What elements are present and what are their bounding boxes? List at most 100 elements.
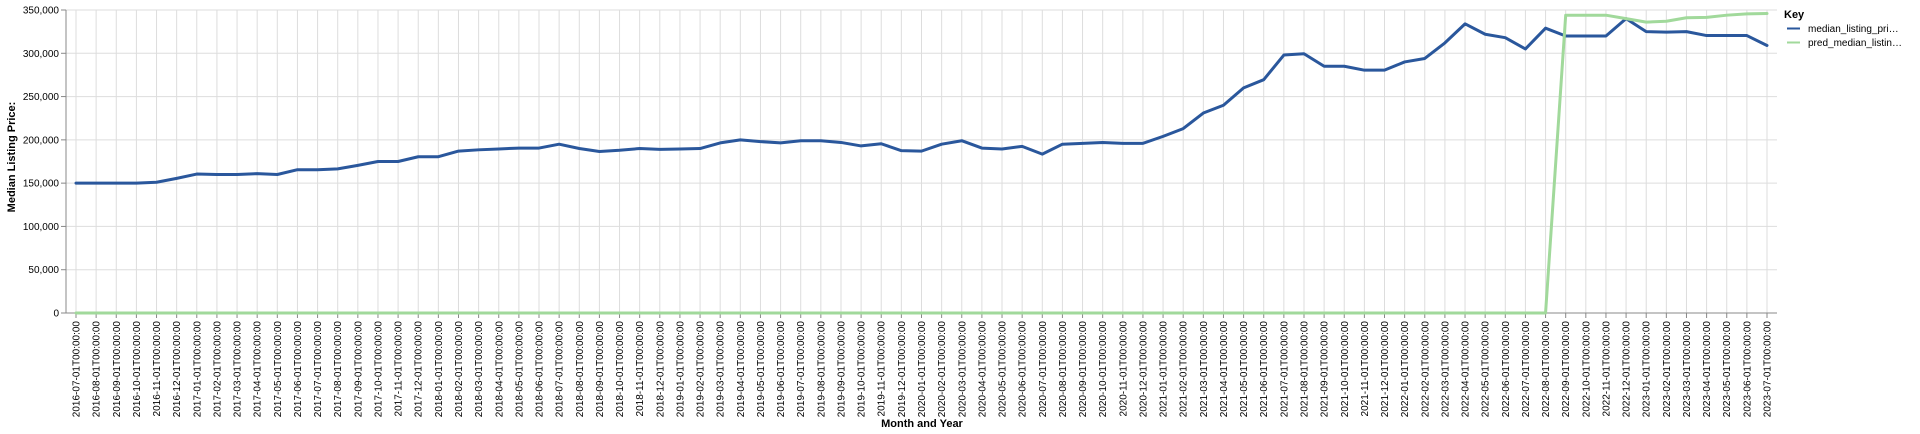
- x-tick-label: 2018-05-01T00:00:00: [514, 321, 525, 418]
- x-tick-label: 2019-08-01T00:00:00: [816, 321, 827, 418]
- x-tick-label: 2023-04-01T00:00:00: [1702, 321, 1713, 418]
- x-tick-label: 2020-06-01T00:00:00: [1018, 321, 1029, 418]
- x-tick-label: 2018-08-01T00:00:00: [575, 321, 586, 418]
- x-tick-label: 2018-10-01T00:00:00: [615, 321, 626, 418]
- legend-label: median_listing_pri…: [1808, 24, 1899, 35]
- x-tick-label: 2017-03-01T00:00:00: [233, 321, 244, 418]
- x-tick-label: 2021-09-01T00:00:00: [1320, 321, 1331, 418]
- x-tick-label: 2017-07-01T00:00:00: [313, 321, 324, 418]
- x-tick-label: 2020-09-01T00:00:00: [1078, 321, 1089, 418]
- x-tick-label: 2019-12-01T00:00:00: [897, 321, 908, 418]
- legend: Key median_listing_pri… pred_median_listi…: [1784, 9, 1902, 49]
- x-tick-label: 2018-02-01T00:00:00: [454, 321, 465, 418]
- x-tick-label: 2021-12-01T00:00:00: [1380, 321, 1391, 418]
- x-axis-title: Month and Year: [881, 418, 963, 430]
- series-line-1: [74, 11, 1769, 315]
- series-lines: [74, 11, 1769, 315]
- x-tick-label: 2020-03-01T00:00:00: [957, 321, 968, 418]
- y-tick-label: 300,000: [23, 49, 60, 60]
- x-tick-label: 2023-01-01T00:00:00: [1642, 321, 1653, 418]
- x-tick-label: 2017-06-01T00:00:00: [293, 321, 304, 418]
- x-tick-label: 2023-06-01T00:00:00: [1742, 321, 1753, 418]
- y-tick-label: 100,000: [23, 222, 60, 233]
- x-tick-label: 2020-05-01T00:00:00: [998, 321, 1009, 418]
- x-tick-label: 2019-03-01T00:00:00: [716, 321, 727, 418]
- y-tick-label: 200,000: [23, 135, 60, 146]
- x-tick-label: 2018-11-01T00:00:00: [635, 321, 646, 417]
- x-tick-label: 2021-04-01T00:00:00: [1219, 321, 1230, 418]
- x-tick-label: 2020-12-01T00:00:00: [1138, 321, 1149, 418]
- x-tick-label: 2022-11-01T00:00:00: [1601, 321, 1612, 417]
- x-tick-label: 2020-01-01T00:00:00: [917, 321, 928, 418]
- x-tick-label: 2022-09-01T00:00:00: [1561, 321, 1572, 418]
- x-tick-label: 2021-01-01T00:00:00: [1159, 321, 1170, 418]
- x-tick-label: 2022-10-01T00:00:00: [1581, 321, 1592, 418]
- x-tick-label: 2016-07-01T00:00:00: [72, 321, 83, 418]
- x-tick-label: 2021-03-01T00:00:00: [1199, 321, 1210, 418]
- x-tick-label: 2020-10-01T00:00:00: [1098, 321, 1109, 418]
- x-tick-label: 2019-11-01T00:00:00: [877, 321, 888, 417]
- x-tick-label: 2019-01-01T00:00:00: [675, 321, 686, 418]
- x-tick-label: 2023-03-01T00:00:00: [1682, 321, 1693, 418]
- x-tick-label: 2022-08-01T00:00:00: [1541, 321, 1552, 418]
- x-tick-label: 2020-02-01T00:00:00: [937, 321, 948, 418]
- y-tick-label: 250,000: [23, 92, 60, 103]
- gridlines: [66, 9, 1777, 314]
- x-tick-label: 2017-09-01T00:00:00: [353, 321, 364, 418]
- x-tick-label: 2017-11-01T00:00:00: [394, 321, 405, 417]
- x-tick-label: 2019-10-01T00:00:00: [857, 321, 868, 418]
- x-tick-label: 2022-03-01T00:00:00: [1440, 321, 1451, 418]
- x-tick-label: 2016-11-01T00:00:00: [152, 321, 163, 417]
- x-tick-label: 2019-04-01T00:00:00: [736, 321, 747, 418]
- x-tick-label: 2018-03-01T00:00:00: [474, 321, 485, 418]
- x-tick-label: 2022-04-01T00:00:00: [1461, 321, 1472, 418]
- y-tick-label: 50,000: [28, 265, 59, 276]
- x-tick-label: 2017-02-01T00:00:00: [212, 321, 223, 418]
- series-line-0: [74, 17, 1769, 185]
- y-axis-title: Median Listing Price:: [6, 102, 18, 213]
- x-tick-label: 2016-08-01T00:00:00: [92, 321, 103, 418]
- x-tick-label: 2022-02-01T00:00:00: [1420, 321, 1431, 418]
- x-tick-label: 2022-05-01T00:00:00: [1481, 321, 1492, 418]
- x-tick-label: 2016-12-01T00:00:00: [172, 321, 183, 418]
- x-tick-label: 2022-12-01T00:00:00: [1622, 321, 1633, 418]
- x-tick-label: 2018-12-01T00:00:00: [655, 321, 666, 418]
- x-tick-label: 2021-06-01T00:00:00: [1259, 321, 1270, 418]
- x-tick-label: 2018-04-01T00:00:00: [494, 321, 505, 418]
- y-tick-label: 150,000: [23, 179, 60, 190]
- x-tick-label: 2018-09-01T00:00:00: [595, 321, 606, 418]
- y-tick-label: 350,000: [23, 6, 60, 17]
- x-tick-label: 2021-11-01T00:00:00: [1360, 321, 1371, 417]
- x-tick-label: 2023-05-01T00:00:00: [1722, 321, 1733, 418]
- x-tick-label: 2017-12-01T00:00:00: [414, 321, 425, 418]
- x-tick-label: 2021-10-01T00:00:00: [1340, 321, 1351, 418]
- x-tick-label: 2019-09-01T00:00:00: [836, 321, 847, 418]
- y-tick-label: 0: [53, 309, 59, 320]
- x-tick-label: 2021-07-01T00:00:00: [1279, 321, 1290, 418]
- legend-title: Key: [1784, 9, 1805, 21]
- x-tick-label: 2019-07-01T00:00:00: [796, 321, 807, 418]
- x-tick-label: 2019-05-01T00:00:00: [756, 321, 767, 418]
- x-tick-label: 2019-06-01T00:00:00: [776, 321, 787, 418]
- x-tick-label: 2019-02-01T00:00:00: [696, 321, 707, 418]
- x-tick-label: 2021-08-01T00:00:00: [1299, 321, 1310, 418]
- x-tick-label: 2017-10-01T00:00:00: [373, 321, 384, 418]
- legend-label: pred_median_listin…: [1808, 38, 1902, 49]
- x-tick-label: 2020-11-01T00:00:00: [1118, 321, 1129, 417]
- x-axis: 2016-07-01T00:00:00 2016-08-01T00:00:00 20…: [66, 312, 1777, 418]
- x-tick-label: 2020-07-01T00:00:00: [1038, 321, 1049, 418]
- x-tick-label: 2020-04-01T00:00:00: [977, 321, 988, 418]
- x-tick-label: 2018-07-01T00:00:00: [555, 321, 566, 418]
- x-tick-label: 2016-10-01T00:00:00: [132, 321, 143, 418]
- x-tick-label: 2022-01-01T00:00:00: [1400, 321, 1411, 418]
- y-axis: 0 50,000 100,000 150,000 200,000 250,000 300,0…: [23, 6, 67, 320]
- x-tick-label: 2022-07-01T00:00:00: [1521, 321, 1532, 418]
- x-tick-label: 2020-08-01T00:00:00: [1058, 321, 1069, 418]
- x-tick-label: 2022-06-01T00:00:00: [1501, 321, 1512, 418]
- x-tick-label: 2017-08-01T00:00:00: [333, 321, 344, 418]
- x-tick-label: 2023-07-01T00:00:00: [1763, 321, 1774, 418]
- x-tick-label: 2017-05-01T00:00:00: [273, 321, 284, 418]
- x-tick-label: 2023-02-01T00:00:00: [1662, 321, 1673, 418]
- x-tick-label: 2017-01-01T00:00:00: [192, 321, 203, 418]
